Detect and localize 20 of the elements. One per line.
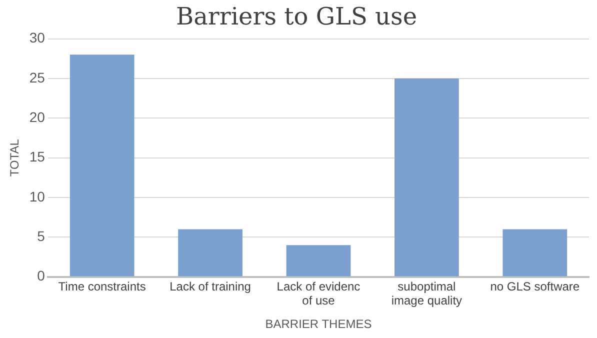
bar xyxy=(178,229,242,276)
x-axis-title: BARRIER THEMES xyxy=(265,317,372,332)
x-tick-label: no GLS software xyxy=(490,279,580,294)
bar xyxy=(286,245,351,276)
x-tick-label: Lack of training xyxy=(170,279,251,294)
y-axis-title: TOTAL xyxy=(8,138,22,177)
x-tick-label: Lack of evidenc of use xyxy=(276,279,360,308)
chart-title: Barriers to GLS use xyxy=(176,2,418,31)
y-tick-label: 20 xyxy=(29,108,46,125)
y-tick-label: 15 xyxy=(29,148,46,165)
x-tick-label: suboptimal image quality xyxy=(391,279,462,308)
y-tick-label: 10 xyxy=(29,188,46,204)
x-tick-label: Time constraints xyxy=(58,279,146,294)
bar xyxy=(502,229,568,276)
y-tick-label: 5 xyxy=(37,228,46,244)
y-tick-label: 25 xyxy=(29,69,46,86)
bar xyxy=(394,78,459,276)
bar xyxy=(70,54,134,276)
y-tick-label: 0 xyxy=(37,268,46,284)
y-tick-label: 30 xyxy=(29,30,46,46)
